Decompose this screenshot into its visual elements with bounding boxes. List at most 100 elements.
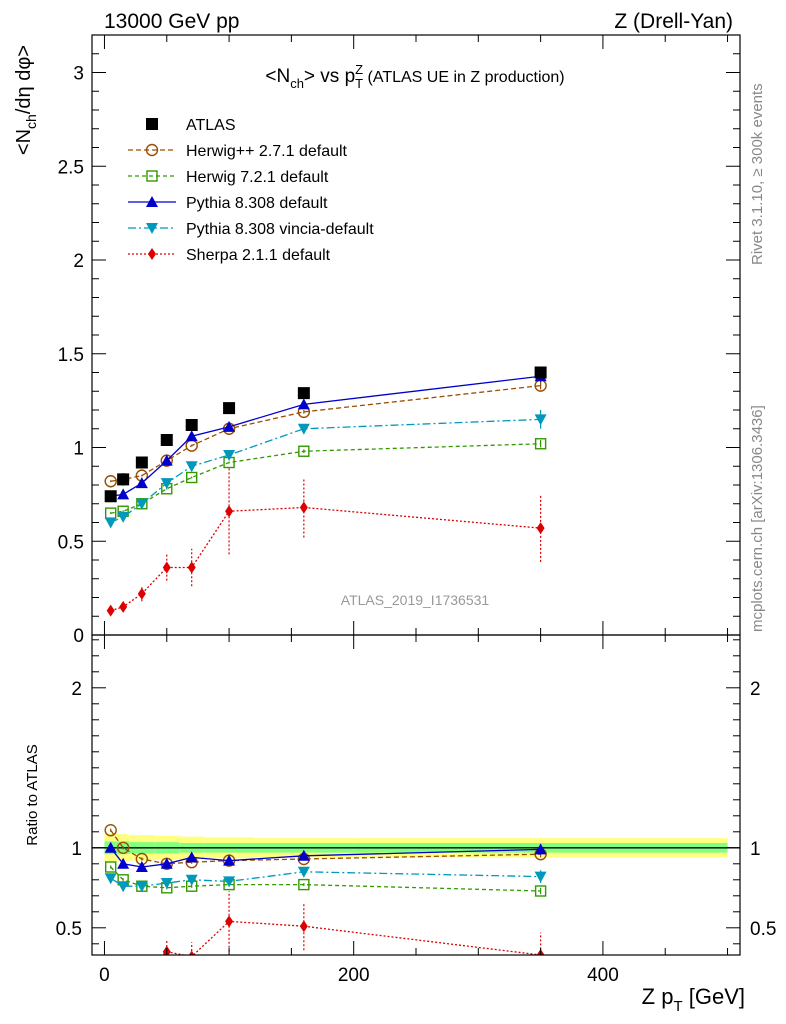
ratio-point-pythia [104, 841, 117, 853]
main-series-vincia [104, 410, 547, 529]
ratio-point-vincia [117, 881, 130, 893]
main-panel-series [104, 366, 547, 617]
ratio-point-vincia [223, 876, 236, 888]
main-point-pythia [297, 398, 310, 410]
y-axis-label-main: <Nch/dη dφ> [13, 45, 39, 155]
main-line-vincia [110, 418, 541, 524]
ratio-line-sherpa [161, 920, 541, 955]
ratio-line-vincia [110, 871, 541, 887]
legend-label-pythia: Pythia 8.308 default [186, 195, 328, 212]
legend-marker-pythia [146, 196, 158, 207]
header-right: Z (Drell-Yan) [614, 10, 733, 33]
main-series-sherpa [106, 468, 545, 617]
axes: 0 200 400 0 0.5 1 1.5 2 2.5 3 0.5 0.5 1 1 2 2 [56, 34, 776, 986]
ratio-point-vincia [534, 871, 547, 883]
y-axis-label-ratio: Ratio to ATLAS [24, 744, 41, 845]
main-point-sherpa [225, 505, 234, 518]
main-point-pythia [117, 488, 130, 500]
main-point-pythia [135, 477, 148, 489]
y-tick-label-ratio: 2 [71, 679, 82, 700]
main-point-herwigpp [104, 475, 117, 488]
ratio-line-herwigpp [110, 829, 541, 865]
legend-label-herwigpp: Herwig++ 2.7.1 default [186, 143, 348, 160]
y-tick-label-main: 0 [73, 626, 84, 647]
main-point-pythia [223, 420, 236, 432]
main-point-data [297, 387, 310, 400]
legend-marker-data [146, 118, 158, 130]
ratio-point-herwigpp [116, 841, 130, 854]
legend-label-herwig7: Herwig 7.2.1 default [186, 169, 329, 186]
ratio-point-pythia [160, 857, 173, 869]
ratio-point-pythia [297, 849, 310, 861]
y-tick-label-main: 1 [73, 439, 84, 460]
ratio-series-vincia [104, 866, 547, 893]
legend-entry-pythia: Pythia 8.308 default [128, 195, 328, 212]
main-point-vincia [297, 423, 310, 435]
legend-entry-vincia: Pythia 8.308 vincia-default [128, 221, 374, 238]
main-point-vincia [534, 414, 547, 426]
main-point-herwig7 [298, 445, 310, 457]
main-line-sherpa [110, 506, 541, 612]
main-point-sherpa [137, 587, 146, 600]
main-point-vincia [160, 478, 173, 490]
y-tick-label-ratio: 0.5 [56, 919, 82, 940]
main-point-pythia [185, 430, 198, 442]
legend-marker-herwig7 [146, 170, 158, 182]
ratio-point-pythia [135, 861, 148, 872]
ratio-point-vincia [297, 866, 310, 878]
ratio-line-herwig7 [110, 866, 541, 892]
main-line-herwig7 [110, 443, 541, 514]
legend-label-data: ATLAS [186, 117, 236, 134]
ratio-point-pythia [223, 854, 236, 866]
main-point-vincia [223, 450, 236, 461]
ratio-point-pythia [534, 843, 547, 855]
y-tick-label-ratio: 1 [71, 839, 82, 860]
legend: ATLAS Herwig++ 2.7.1 default Herwig 7.2.1 … [128, 117, 374, 264]
ratio-series-pythia [104, 841, 547, 872]
main-point-pythia [160, 454, 173, 466]
legend-label-sherpa: Sherpa 2.1.1 default [186, 247, 331, 264]
plot-title: <Nch> vs pTZ (ATLAS UE in Z production) [265, 62, 564, 91]
legend-marker-sherpa [148, 248, 156, 260]
watermark: ATLAS_2019_I1736531 [341, 592, 490, 608]
main-point-data [223, 402, 236, 415]
main-point-sherpa [299, 501, 308, 514]
main-point-vincia [185, 461, 198, 473]
main-point-vincia [104, 517, 117, 529]
ratio-point-sherpa [188, 950, 195, 955]
ratio-point-sherpa [299, 920, 308, 933]
ratio-point-sherpa [138, 963, 146, 975]
ratio-point-vincia [185, 874, 198, 886]
main-series-data [104, 366, 547, 503]
y-tick-label-ratio-right: 1 [750, 839, 761, 860]
ratio-series-sherpa [119, 891, 545, 985]
x-tick-label: 400 [587, 965, 619, 986]
y-tick-label-main: 0.5 [58, 532, 84, 553]
y-tick-label-ratio-right: 0.5 [750, 919, 776, 940]
legend-label-vincia: Pythia 8.308 vincia-default [186, 221, 374, 238]
y-tick-label-main: 1.5 [58, 345, 84, 366]
ratio-point-sherpa [119, 973, 127, 985]
ratio-point-vincia [104, 873, 117, 885]
ratio-point-pythia [117, 857, 130, 869]
ratio-point-sherpa [225, 915, 234, 928]
legend-entry-data: ATLAS [146, 117, 236, 134]
rivet-label: Rivet 3.1.10, ≥ 300k events [749, 83, 766, 265]
main-point-vincia [117, 511, 130, 523]
header-left: 13000 GeV pp [104, 10, 239, 33]
ratio-point-herwig7 [104, 861, 117, 873]
mcplots-label: mcplots.cern.ch [arXiv:1306.3436] [749, 405, 766, 632]
main-point-herwig7 [185, 471, 198, 484]
main-point-sherpa [187, 561, 196, 574]
legend-entry-herwig7: Herwig 7.2.1 default [128, 169, 329, 186]
legend-entry-sherpa: Sherpa 2.1.1 default [128, 247, 331, 264]
x-tick-label: 200 [338, 965, 370, 986]
main-point-sherpa [162, 561, 171, 574]
main-line-herwigpp [110, 384, 541, 482]
main-point-data [135, 456, 148, 469]
main-point-data [104, 490, 117, 503]
ratio-panel-series [104, 824, 547, 985]
ratio-point-herwigpp [104, 824, 117, 837]
ratio-frame [91, 634, 741, 956]
